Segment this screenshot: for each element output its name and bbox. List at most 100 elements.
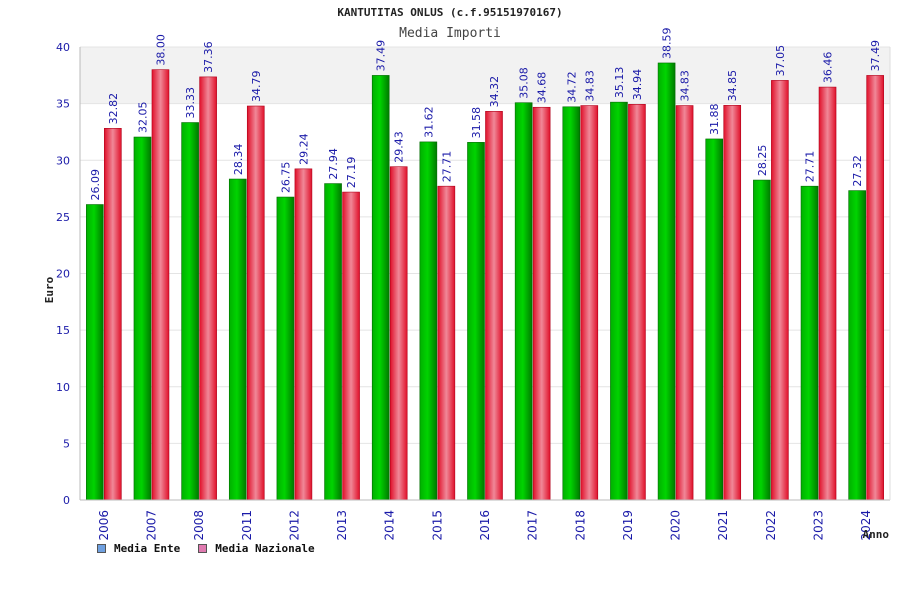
legend-item-nazionale: Media Nazionale: [198, 542, 315, 555]
y-tick-label: 10: [56, 381, 70, 394]
bar-ente: [419, 141, 438, 501]
data-label: 29.24: [297, 133, 310, 165]
data-label: 32.82: [107, 93, 120, 125]
data-label: 31.62: [422, 106, 435, 138]
y-tick-label: 35: [56, 98, 70, 111]
bar-nazionale: [294, 168, 313, 501]
axes: [79, 47, 891, 501]
chart-title: KANTUTITAS ONLUS (c.f.95151970167): [337, 6, 563, 19]
bar-ente: [610, 101, 628, 501]
data-label: 34.83: [679, 70, 692, 102]
x-tick-label: 2020: [669, 510, 683, 541]
data-label: 35.08: [518, 67, 531, 99]
bar-ente: [371, 75, 390, 501]
x-tick-label: 2022: [764, 510, 778, 541]
data-label: 34.68: [536, 72, 549, 104]
bar-ente: [86, 204, 104, 501]
x-tick-label: 2008: [192, 510, 206, 541]
data-label: 34.72: [565, 71, 578, 103]
y-tick-label: 5: [63, 437, 70, 450]
bar-ente: [657, 62, 676, 501]
x-tick-label: 2019: [621, 510, 635, 541]
data-label: 28.34: [232, 144, 245, 176]
data-label: 37.36: [202, 41, 215, 73]
bar-nazionale: [771, 80, 789, 501]
data-label: 31.88: [708, 103, 721, 135]
y-tick-label: 0: [63, 494, 70, 507]
data-label: 27.32: [851, 155, 864, 187]
bar-nazionale: [628, 104, 646, 501]
data-label: 37.49: [375, 40, 388, 72]
data-label: 36.46: [822, 52, 835, 84]
data-label: 28.25: [756, 145, 769, 177]
y-tick-label: 25: [56, 211, 70, 224]
bar-nazionale: [199, 76, 217, 501]
bar-nazionale: [104, 128, 122, 501]
x-tick-label: 2017: [526, 510, 540, 541]
x-tick-label: 2018: [573, 510, 587, 541]
data-label: 27.19: [345, 157, 358, 189]
bar-nazionale: [485, 111, 503, 501]
bar-ente: [562, 106, 581, 501]
x-tick-label: 2013: [335, 510, 349, 541]
bar-nazionale: [580, 105, 599, 501]
bar-ente: [753, 179, 771, 501]
bar-ente: [276, 196, 295, 501]
data-label: 37.05: [774, 45, 787, 77]
y-tick-label: 40: [56, 41, 70, 54]
x-tick-label: 2007: [144, 510, 158, 541]
x-tick-label: 2012: [287, 510, 301, 541]
legend-label-ente: Media Ente: [114, 542, 181, 555]
data-label: 29.43: [393, 131, 406, 163]
bar-nazionale: [437, 185, 456, 501]
x-tick-label: 2015: [430, 510, 444, 541]
data-label: 38.59: [661, 27, 674, 59]
data-label: 34.32: [488, 76, 501, 108]
bar-ente: [514, 102, 533, 501]
y-tick-label: 30: [56, 154, 70, 167]
x-tick-label: 2011: [240, 510, 254, 541]
bar-nazionale: [723, 105, 742, 501]
bar-ente: [705, 138, 724, 501]
bar-ente: [133, 136, 152, 501]
data-label: 34.94: [631, 69, 644, 101]
bar-nazionale: [342, 191, 360, 501]
legend-label-nazionale: Media Nazionale: [215, 542, 315, 555]
x-axis-title: Anno: [863, 528, 890, 541]
legend-swatch-ente: [97, 544, 106, 553]
data-label: 26.09: [89, 169, 102, 201]
x-tick-label: 2021: [716, 510, 730, 541]
bar-ente: [181, 122, 199, 501]
bar-ente: [228, 178, 247, 501]
data-label: 31.58: [470, 107, 483, 139]
bar-ente: [800, 185, 819, 501]
data-label: 35.13: [613, 67, 626, 99]
x-tick-label: 2006: [97, 510, 111, 541]
data-label: 32.05: [136, 102, 149, 134]
x-tick-label: 2016: [478, 510, 492, 541]
y-axis-title: Euro: [43, 276, 56, 303]
bars: [86, 62, 884, 501]
bar-nazionale: [866, 75, 884, 501]
data-label: 27.71: [804, 151, 817, 183]
legend-item-ente: Media Ente: [97, 542, 180, 555]
bar-ente: [324, 183, 342, 501]
bar-ente: [848, 190, 866, 501]
data-label: 38.00: [154, 34, 167, 66]
legend: Media Ente Media Nazionale: [97, 542, 315, 555]
data-label: 33.33: [184, 87, 197, 119]
data-label: 27.71: [440, 151, 453, 183]
y-tick-label: 20: [56, 268, 70, 281]
chart-subtitle: Media Importi: [399, 26, 501, 41]
x-tick-label: 2024: [859, 510, 873, 541]
bar-nazionale: [389, 166, 408, 501]
x-tick-label: 2014: [383, 510, 397, 541]
data-label: 34.85: [726, 70, 739, 102]
bar-nazionale: [151, 69, 170, 501]
bar-ente: [467, 142, 485, 501]
data-label: 34.79: [250, 71, 263, 103]
data-label: 34.83: [583, 70, 596, 102]
legend-swatch-nazionale: [198, 544, 208, 553]
y-tick-label: 15: [56, 324, 70, 337]
